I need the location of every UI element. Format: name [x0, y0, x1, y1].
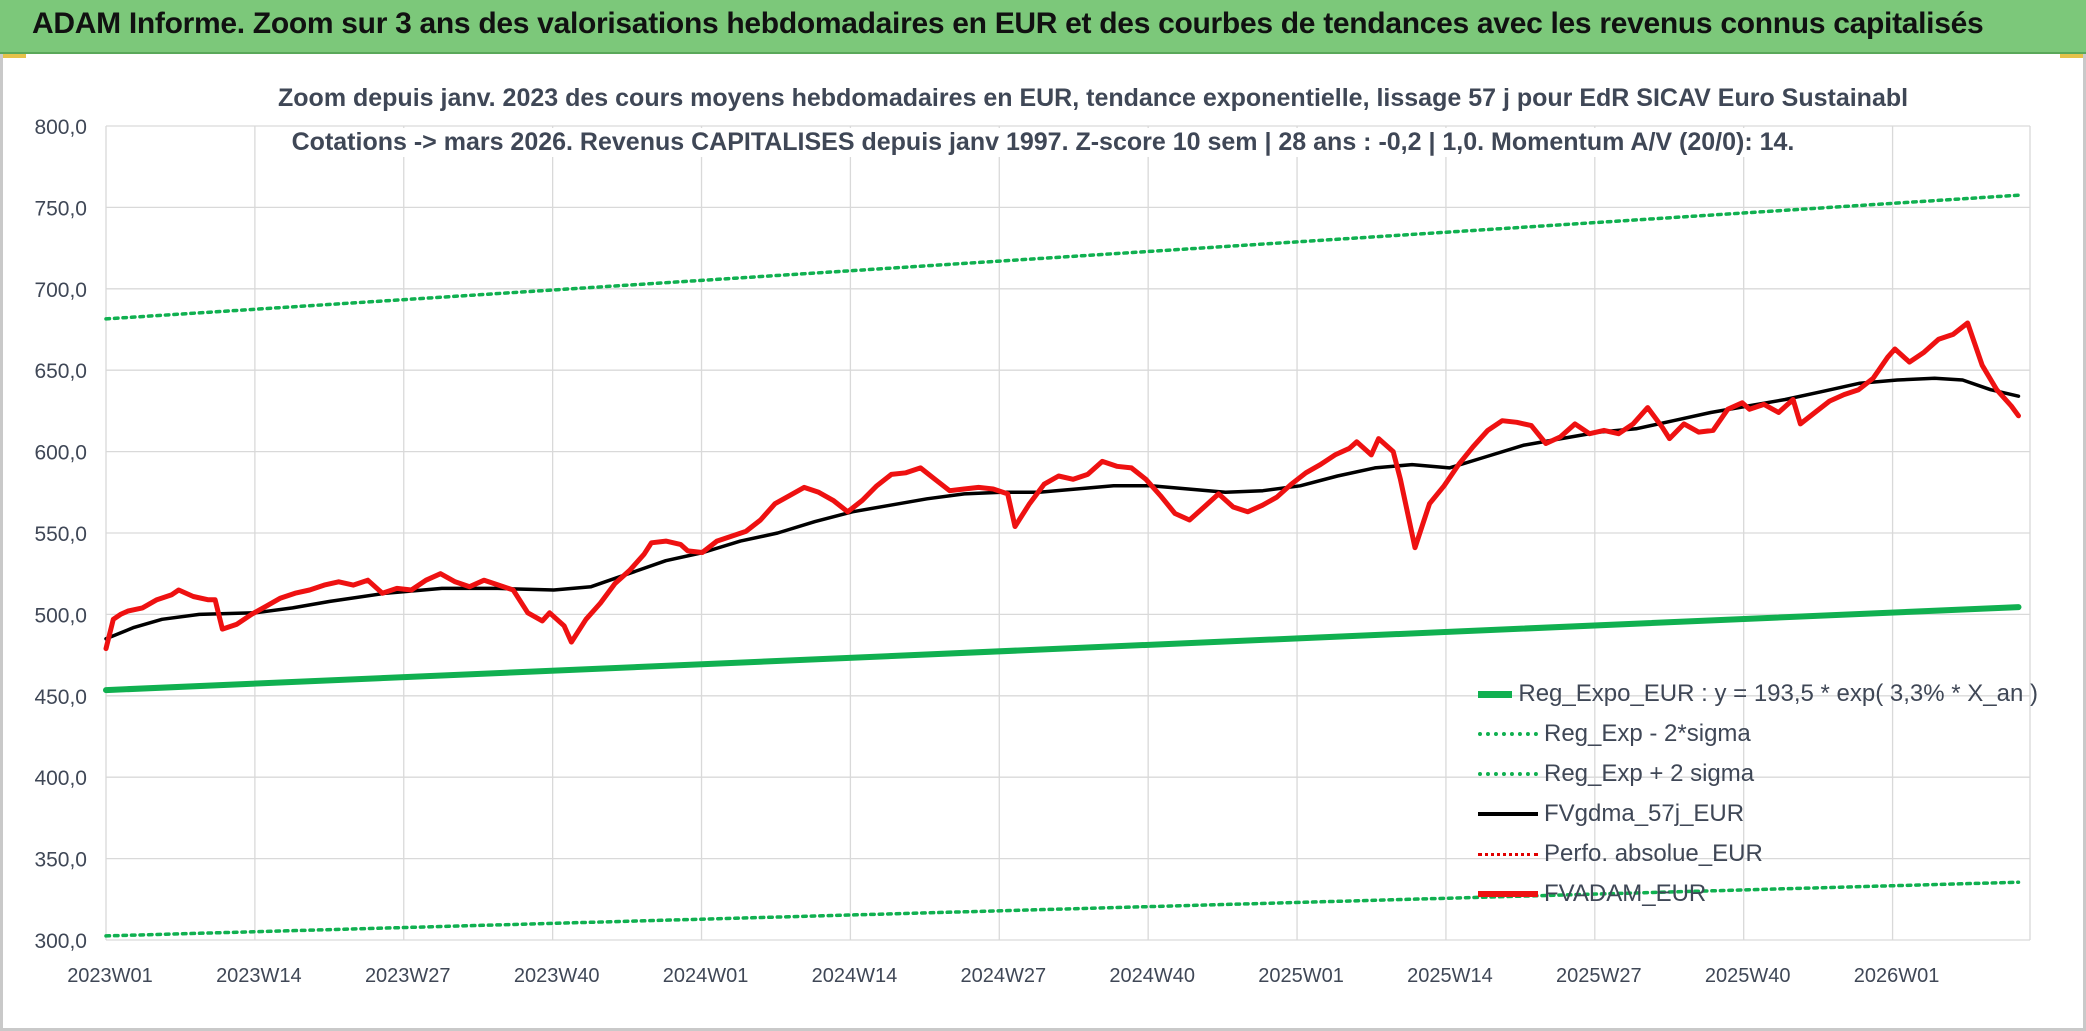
chart-title-line-2: Cotations -> mars 2026. Revenus CAPITALI… — [278, 128, 1808, 157]
x-tick-label: 2023W40 — [514, 965, 600, 987]
y-tick-label: 350,0 — [34, 849, 87, 872]
legend-item-fvadam: FVADAM_EUR — [1478, 874, 2038, 914]
x-tick-label: 2023W01 — [67, 965, 153, 987]
legend-label-reg-expo: Reg_Expo_EUR : y = 193,5 * exp( 3,3% * X… — [1518, 680, 2038, 707]
axis-labels: 300,0 350,0 400,0 450,0 500,0 550,0 600,0 650,0… — [34, 116, 1939, 987]
legend-item-fvgdma: FVgdma_57j_EUR — [1478, 794, 2038, 834]
y-tick-label: 700,0 — [34, 279, 87, 302]
legend-swatch-fvadam — [1478, 891, 1538, 897]
x-tick-label: 2024W27 — [960, 965, 1046, 987]
x-tick-label: 2025W27 — [1556, 965, 1642, 987]
y-tick-label: 400,0 — [34, 767, 87, 790]
chart-title-line-1: Zoom depuis janv. 2023 des cours moyens … — [278, 84, 1909, 113]
legend-swatch-reg-minus — [1478, 732, 1538, 736]
y-tick-label: 550,0 — [34, 523, 87, 546]
y-tick-label: 600,0 — [34, 442, 87, 465]
x-tick-label: 2025W40 — [1705, 965, 1791, 987]
corner-accent-left — [0, 54, 26, 58]
series-line-reg-exp — [104, 880, 2021, 938]
corner-accent-right — [2060, 54, 2086, 58]
series-line-fvadam-eur — [103, 320, 2021, 652]
chart-legend: Reg_Expo_EUR : y = 193,5 * exp( 3,3% * X… — [1478, 674, 2038, 914]
x-tick-label: 2023W14 — [216, 965, 302, 987]
legend-label-reg-minus: Reg_Exp - 2*sigma — [1544, 720, 1751, 747]
chart-series — [103, 193, 2022, 938]
report-title: ADAM Informe. Zoom sur 3 ans des valoris… — [32, 7, 1984, 40]
y-tick-label: 650,0 — [34, 360, 87, 383]
legend-label-fvadam: FVADAM_EUR — [1544, 880, 1707, 907]
series-line-reg-expo-eur — [103, 604, 2022, 694]
gridlines — [105, 125, 2031, 941]
legend-swatch-fvgdma — [1478, 812, 1538, 816]
legend-item-perfo: Perfo. absolue_EUR — [1478, 834, 2038, 874]
legend-swatch-perfo — [1478, 852, 1538, 856]
y-tick-label: 450,0 — [34, 686, 87, 709]
chart-frame — [0, 54, 2086, 1031]
series-line-fvgdma-57j-eur — [104, 376, 2021, 641]
legend-item-reg-plus: Reg_Exp + 2 sigma — [1478, 754, 2038, 794]
x-tick-label: 2023W27 — [365, 965, 451, 987]
y-tick-label: 300,0 — [34, 930, 87, 953]
x-tick-label: 2025W01 — [1258, 965, 1344, 987]
series-line-reg-exp — [104, 193, 2021, 321]
report-banner: ADAM Informe. Zoom sur 3 ans des valoris… — [0, 0, 2086, 54]
y-tick-label: 500,0 — [34, 604, 87, 627]
x-tick-label: 2025W14 — [1407, 965, 1493, 987]
y-tick-label: 800,0 — [34, 116, 87, 139]
legend-item-reg-minus: Reg_Exp - 2*sigma — [1478, 714, 2038, 754]
x-tick-label: 2024W14 — [812, 965, 898, 987]
y-tick-label: 750,0 — [34, 197, 87, 220]
legend-item-reg-expo: Reg_Expo_EUR : y = 193,5 * exp( 3,3% * X… — [1478, 674, 2038, 714]
x-tick-label: 2024W01 — [663, 965, 749, 987]
x-tick-label: 2024W40 — [1109, 965, 1195, 987]
legend-label-perfo: Perfo. absolue_EUR — [1544, 840, 1763, 867]
legend-swatch-reg-expo — [1478, 690, 1513, 698]
legend-swatch-reg-plus — [1478, 772, 1538, 776]
legend-label-reg-plus: Reg_Exp + 2 sigma — [1544, 760, 1755, 787]
legend-label-fvgdma: FVgdma_57j_EUR — [1544, 800, 1745, 827]
x-tick-label: 2026W01 — [1854, 965, 1940, 987]
